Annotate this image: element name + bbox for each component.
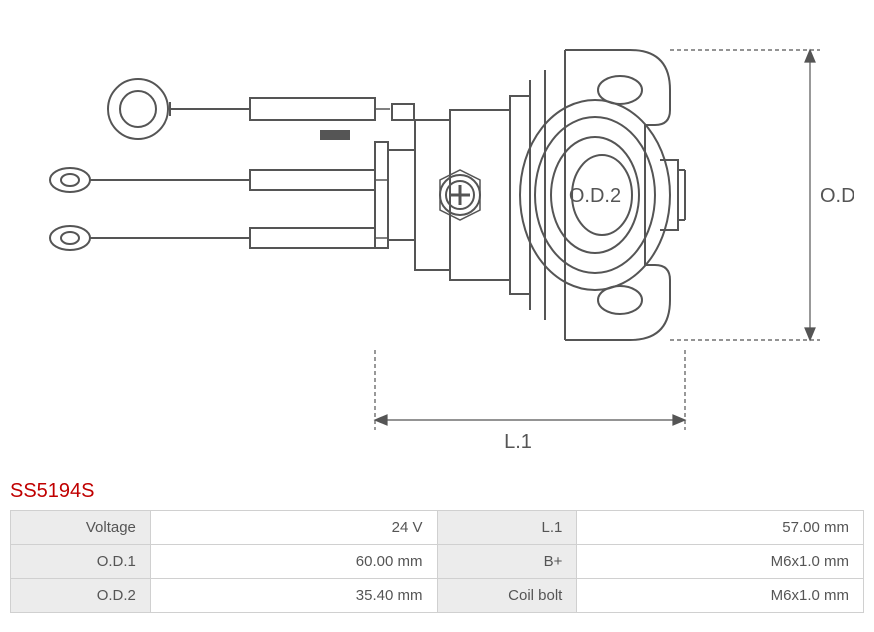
table-row: O.D.1 60.00 mm B+ M6x1.0 mm xyxy=(11,545,864,579)
spec-value: 57.00 mm xyxy=(577,511,864,545)
technical-diagram: O.D.1 L.1 O.D.2 xyxy=(20,10,854,470)
spec-label: Coil bolt xyxy=(437,579,577,613)
spec-value: M6x1.0 mm xyxy=(577,579,864,613)
spec-label: Voltage xyxy=(11,511,151,545)
spec-value: 35.40 mm xyxy=(150,579,437,613)
part-number: SS5194S xyxy=(10,480,95,503)
dim-label-l1: L.1 xyxy=(504,431,532,453)
spec-table: Voltage 24 V L.1 57.00 mm O.D.1 60.00 mm… xyxy=(10,510,864,613)
spec-value: M6x1.0 mm xyxy=(577,545,864,579)
spec-value: 60.00 mm xyxy=(150,545,437,579)
spec-label: B+ xyxy=(437,545,577,579)
dim-label-od1: O.D.1 xyxy=(820,185,854,207)
spec-label: O.D.1 xyxy=(11,545,151,579)
table-row: Voltage 24 V L.1 57.00 mm xyxy=(11,511,864,545)
spec-label: L.1 xyxy=(437,511,577,545)
spec-label: O.D.2 xyxy=(11,579,151,613)
dim-label-od2: O.D.2 xyxy=(569,185,621,207)
spec-value: 24 V xyxy=(150,511,437,545)
solenoid-drawing: O.D.1 L.1 O.D.2 xyxy=(20,10,854,470)
table-row: O.D.2 35.40 mm Coil bolt M6x1.0 mm xyxy=(11,579,864,613)
